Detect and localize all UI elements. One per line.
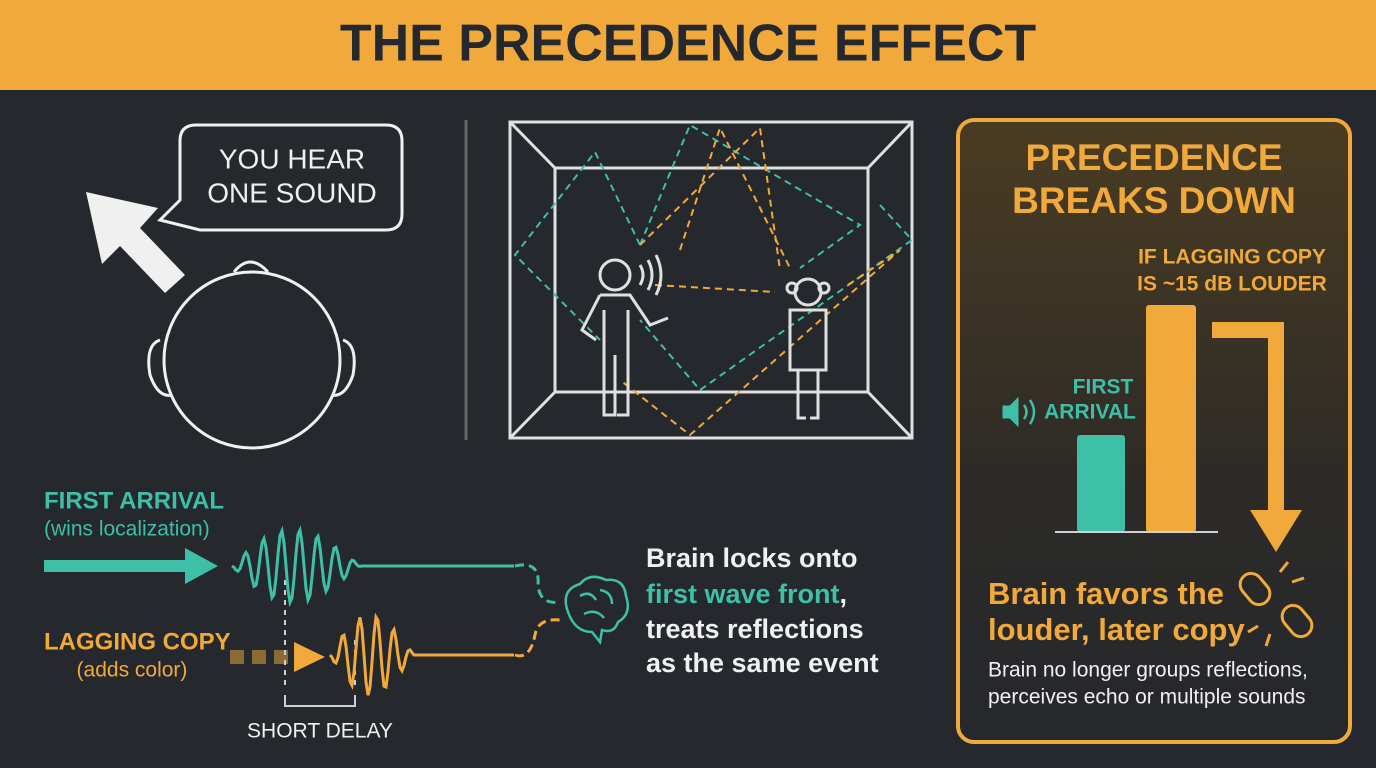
brain-text: first wave front, [646, 579, 847, 609]
listener-figure [785, 277, 831, 420]
lagging-label: LAGGING COPY [44, 628, 231, 655]
brain-text: Brain locks onto [646, 543, 858, 573]
condition: IF LAGGING COPY [1138, 246, 1326, 269]
broken-link-icon [1238, 561, 1314, 647]
bubble-text: YOU HEAR [219, 143, 365, 174]
condition: IS ~15 dB LOUDER [1137, 273, 1327, 296]
first-bar [1077, 435, 1125, 532]
first-label: FIRST [1073, 376, 1134, 399]
brain-icon [564, 575, 629, 645]
lagging-arrow [230, 642, 325, 672]
panel-title: PRECEDENCE [1026, 137, 1283, 178]
first-arrival-label: FIRST ARRIVAL [44, 487, 224, 514]
head-icon [147, 260, 356, 450]
first-label: ARRIVAL [1044, 401, 1136, 424]
speech-bubble [157, 123, 404, 232]
first-arrival-note: (wins localization) [44, 518, 210, 541]
first-arrow [44, 548, 218, 584]
lagging-wave [328, 612, 514, 696]
lagging-note: (adds color) [77, 659, 188, 682]
title: THE PRECEDENCE EFFECT [340, 15, 1037, 73]
first-wave [231, 525, 514, 608]
delay-label: SHORT DELAY [247, 720, 393, 743]
detail: perceives echo or multiple sounds [988, 686, 1306, 709]
wave-link [514, 618, 561, 658]
result: Brain favors the [988, 576, 1224, 611]
result: louder, later copy [988, 612, 1245, 647]
bent-arrow [1212, 322, 1302, 552]
brain-text: treats reflections [646, 614, 864, 644]
speaker-icon [1002, 396, 1036, 428]
highlight-text: first wave front [646, 579, 840, 609]
title-band [0, 0, 1376, 90]
room [508, 120, 914, 440]
lagging-bar [1146, 305, 1196, 532]
reflection-paths [513, 123, 914, 437]
direction-arrow [86, 192, 185, 293]
panel-title: BREAKS DOWN [1012, 180, 1296, 221]
bubble-text: ONE SOUND [207, 177, 377, 208]
detail: Brain no longer groups reflections, [988, 659, 1308, 682]
brain-text: as the same event [646, 648, 879, 678]
wave-link [514, 563, 561, 604]
speaker-figure [580, 254, 669, 417]
comma: , [840, 579, 848, 609]
